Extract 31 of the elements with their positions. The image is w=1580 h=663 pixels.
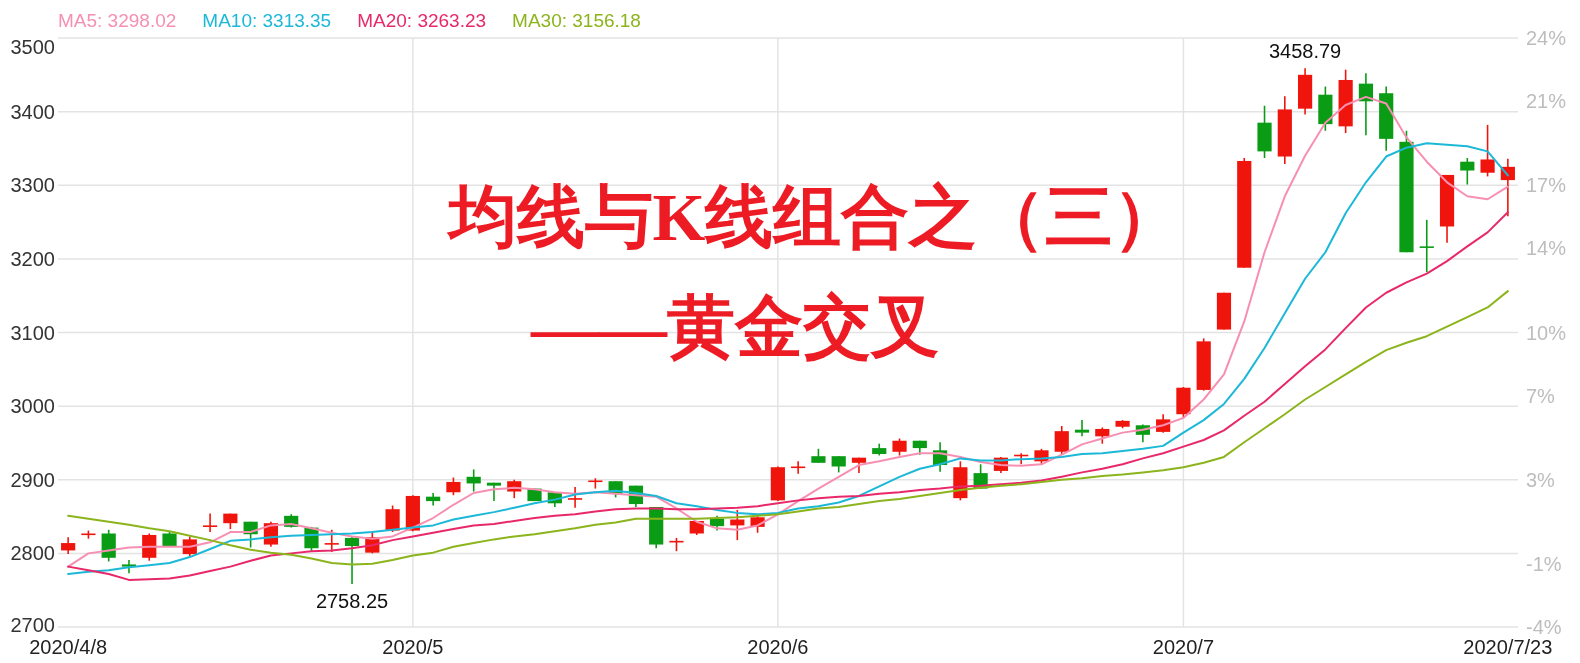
y2-tick-label: -1% [1526, 552, 1562, 575]
y2-tick-label: 21% [1526, 90, 1567, 113]
x-tick-label: 2020/7/23 [1463, 636, 1553, 658]
y-tick-label: 3100 [10, 321, 55, 344]
y-tick-label: 2700 [10, 614, 55, 636]
text: MA20: 3263.23 [357, 9, 487, 31]
y-tick-label: 3200 [10, 247, 55, 270]
annotation: 3458.79 [1268, 40, 1342, 63]
y-tick-label: 3500 [10, 36, 55, 58]
y-tick-label: 2900 [10, 468, 55, 491]
text: MA5: 3298.02 [58, 9, 177, 31]
y-tick-label: 2800 [10, 542, 55, 565]
text: ——黄金交叉 [530, 289, 939, 365]
y-tick-label: 3300 [10, 174, 55, 197]
x-tick-label: 2020/7 [1152, 636, 1214, 658]
x-tick-label: 2020/4/8 [29, 636, 108, 658]
text: MA30: 3156.18 [512, 9, 641, 31]
x-tick-label: 2020/6 [747, 636, 809, 658]
y-tick-label: 3000 [10, 395, 55, 418]
annotation: 2758.25 [315, 590, 389, 613]
y2-tick-label: 24% [1526, 27, 1567, 49]
y-tick-label: 3400 [10, 100, 55, 123]
text: MA10: 3313.35 [202, 9, 332, 31]
y2-tick-label: -4% [1526, 616, 1562, 638]
y2-tick-label: 3% [1526, 468, 1556, 491]
x-tick-label: 2020/5 [382, 636, 444, 658]
y2-tick-label: 10% [1526, 321, 1567, 344]
y2-tick-label: 7% [1526, 384, 1556, 407]
text: 均线与K线组合之（三） [445, 179, 1182, 255]
y2-tick-label: 17% [1526, 174, 1567, 197]
y2-tick-label: 14% [1526, 237, 1567, 260]
